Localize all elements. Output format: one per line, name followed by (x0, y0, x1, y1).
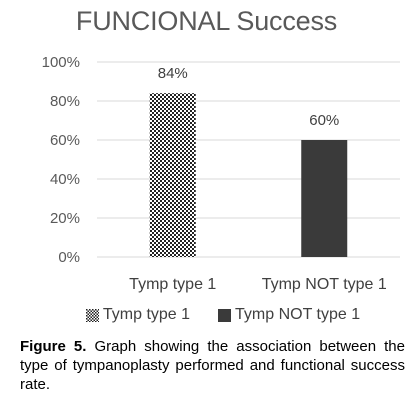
data-label: 84% (158, 65, 188, 82)
y-tick-label: 80% (50, 93, 80, 110)
y-axis-tick-labels: 0% 20% 40% 60% 80% 100% (42, 54, 80, 266)
gridlines (97, 61, 400, 258)
legend-swatch-pattern (85, 308, 99, 322)
bar-tymp-not-type-1 (301, 140, 348, 257)
x-tick-label: Tymp type 1 (129, 276, 216, 293)
figure-caption: Figure 5. Graph showing the association … (20, 337, 405, 394)
bars (149, 93, 348, 257)
legend-item-tymp-not-type-1: Tymp NOT type 1 (218, 306, 360, 324)
y-tick-label: 0% (58, 249, 80, 266)
y-tick-label: 20% (50, 210, 80, 227)
legend-item-tymp-type-1: Tymp type 1 (85, 306, 191, 324)
y-tick-label: 40% (50, 171, 80, 188)
y-tick-label: 100% (42, 54, 80, 71)
legend-label: Tymp NOT type 1 (235, 306, 361, 323)
y-tick-label: 60% (50, 132, 80, 149)
caption-text: Graph showing the association between th… (20, 338, 405, 393)
legend-label: Tymp type 1 (102, 306, 191, 323)
data-labels: 84% 60% (158, 65, 340, 129)
bar-tymp-type-1 (149, 93, 196, 257)
x-tick-label: Tymp NOT type 1 (262, 276, 387, 293)
bar-chart: 0%20%40%60%80%100% 84%60% Tymp type 1 Tym… (42, 54, 400, 293)
figure-label: Figure 5. (20, 338, 87, 355)
legend-swatch-solid (218, 308, 232, 322)
chart-title: FUNCIONAL Success (75, 6, 338, 36)
data-label: 60% (309, 112, 339, 129)
x-axis-tick-labels: Tymp type 1 Tymp NOT type 1 (129, 276, 387, 293)
legend: Tymp type 1 Tymp NOT type 1 (38, 306, 408, 324)
